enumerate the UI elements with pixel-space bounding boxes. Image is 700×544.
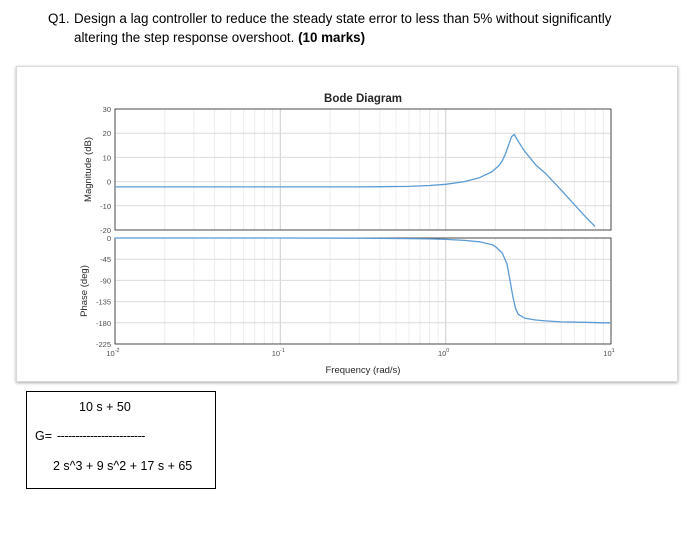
phase-ytick-label: -180 xyxy=(96,319,111,328)
tf-g-label: G= xyxy=(35,429,53,443)
magnitude-axes-box xyxy=(114,108,612,231)
magnitude-ytick-label: 20 xyxy=(103,129,111,138)
magnitude-axes-background xyxy=(115,109,611,230)
xtick-label: 101 xyxy=(603,348,614,358)
tf-denominator: 2 s^3 + 9 s^2 + 17 s + 65 xyxy=(53,459,193,473)
tf-numerator: 10 s + 50 xyxy=(79,400,131,414)
magnitude-ytick-label: 0 xyxy=(107,178,111,187)
bode-figure: -20 -10 0 10 20 30 -225 -180 -135 -90 -45 0 10-2 10-1… xyxy=(16,66,678,382)
phase-ytick-label: -225 xyxy=(96,340,111,349)
xtick-label: 100 xyxy=(438,348,449,358)
xtick-label: 10-2 xyxy=(106,348,119,358)
chart-title: Bode Diagram xyxy=(324,93,402,105)
magnitude-response-line xyxy=(115,133,596,227)
magnitude-ytick-label: -20 xyxy=(100,226,111,235)
question-line-2-text: altering the step response overshoot. xyxy=(74,30,295,45)
frequency-axis-label: Frequency (rad/s) xyxy=(326,365,401,376)
question-line-1: Design a lag controller to reduce the st… xyxy=(74,11,612,26)
phase-axes-background xyxy=(115,238,611,344)
transfer-function-box: 10 s + 50 G= ------------------------ 2 … xyxy=(26,391,216,489)
phase-ytick-label: -135 xyxy=(96,298,111,307)
phase-response-line xyxy=(115,237,611,324)
tf-fraction-bar: ------------------------ xyxy=(57,429,145,443)
xtick-label: 10-1 xyxy=(272,348,285,358)
phase-ytick-label: 0 xyxy=(107,234,111,243)
question-number: Q1. xyxy=(48,11,70,26)
magnitude-ytick-label: -10 xyxy=(100,202,111,211)
phase-ytick-label: -45 xyxy=(100,255,111,264)
bode-plot: -20 -10 0 10 20 30 -225 -180 -135 -90 -45 0 10-2 10-1… xyxy=(79,93,615,376)
phase-ytick-label: -90 xyxy=(100,276,111,285)
magnitude-ytick-label: 10 xyxy=(103,153,111,162)
magnitude-ytick-label: 30 xyxy=(103,105,111,114)
question-line-2: altering the step response overshoot. (1… xyxy=(74,28,365,47)
magnitude-axis-label: Magnitude (dB) xyxy=(83,137,94,202)
question-marks: (10 marks) xyxy=(298,30,366,45)
phase-axis-label: Phase (deg) xyxy=(79,265,90,317)
